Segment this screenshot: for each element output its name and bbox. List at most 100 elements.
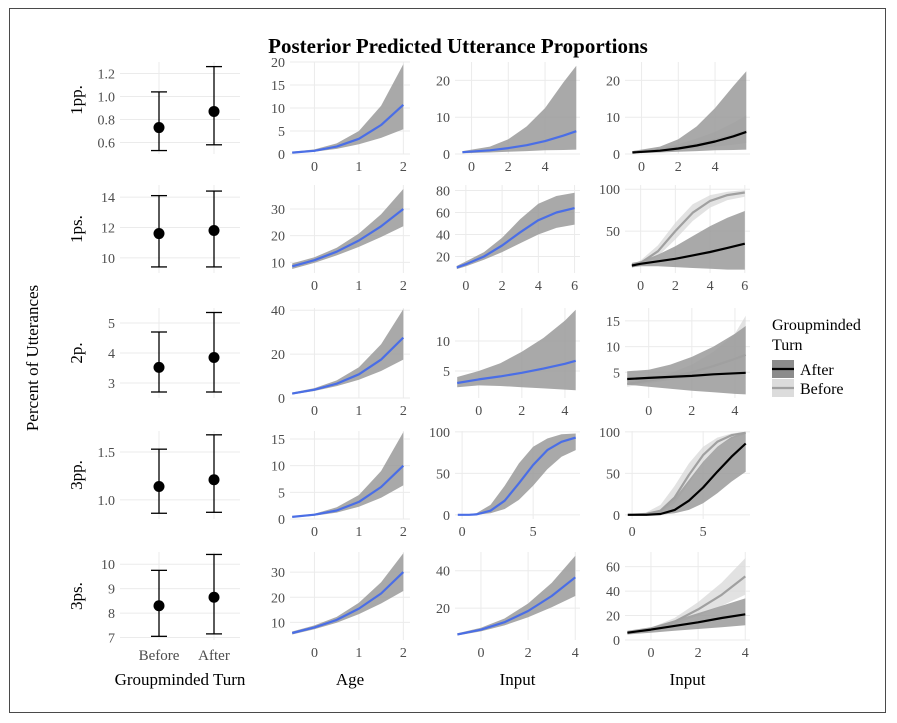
errorbar-before <box>151 331 167 393</box>
y-axis-title: Percent of Utterances <box>23 285 42 431</box>
y-tick-label: 50 <box>606 467 620 482</box>
credible-band-after <box>627 598 746 635</box>
series-line-estimate <box>456 207 575 269</box>
y-tick-label: 1.0 <box>98 91 116 106</box>
x-tick-label: 4 <box>561 404 568 419</box>
panel-3pp-col1: 0 5 10 15 0 1 2 <box>271 431 410 540</box>
panel-3pp-col2: 0 50 100 0 5 <box>429 426 580 540</box>
y-tick-label: 15 <box>271 433 285 448</box>
y-tick-label: 10 <box>606 341 620 356</box>
x-tick-label: 4 <box>707 279 714 294</box>
x-tick-label: 0 <box>477 646 484 661</box>
column-xlabel-2: Input <box>500 670 536 689</box>
x-tick-label: 4 <box>535 279 542 294</box>
column-xlabel-1: Age <box>336 670 364 689</box>
x-tick-label: 6 <box>741 279 748 294</box>
y-tick-label: 60 <box>436 207 450 222</box>
x-tick-label: 2 <box>518 404 525 419</box>
y-tick-label: 1.2 <box>98 68 116 83</box>
panel-1ps-col1: 10 20 30 0 1 2 <box>271 185 410 294</box>
x-tick-label: 0 <box>462 279 469 294</box>
y-tick-label: 5 <box>613 366 620 381</box>
x-tick-label: 5 <box>700 525 707 540</box>
credible-band-estimate <box>292 432 404 518</box>
x-tick-label: 2 <box>499 279 506 294</box>
y-tick-label: 12 <box>101 221 115 236</box>
y-tick-label: 20 <box>271 56 285 71</box>
legend-label-before: Before <box>800 381 844 398</box>
y-tick-label: 15 <box>606 315 620 330</box>
x-tick-label: 0 <box>475 404 482 419</box>
credible-band-estimate <box>292 64 404 154</box>
series-line-estimate <box>291 571 405 635</box>
y-tick-label: 0 <box>278 513 285 528</box>
point-estimate <box>153 228 165 240</box>
x-tick-label: 1 <box>355 160 362 175</box>
y-tick-label: 5 <box>278 486 285 501</box>
panel-1ps-col0: 10 12 14 <box>101 185 240 273</box>
credible-band-estimate <box>457 555 576 636</box>
errorbar-after <box>206 65 222 146</box>
x-tick-label: 0 <box>311 404 318 419</box>
row-label-1ps: 1ps. <box>67 215 86 243</box>
x-tick-label: 0 <box>311 525 318 540</box>
x-tick-label: 2 <box>400 160 407 175</box>
y-tick-label: 8 <box>108 607 115 622</box>
y-tick-label: 5 <box>443 365 450 380</box>
panel-3ps-col0: 7 8 9 10 Before After <box>101 552 240 664</box>
y-tick-label: 20 <box>271 591 285 606</box>
panel-2p-col3: 5 10 15 0 2 4 <box>606 308 750 419</box>
y-tick-label: 100 <box>429 426 450 441</box>
y-tick-label: 50 <box>606 225 620 240</box>
legend: Groupminded Turn After Before <box>772 317 861 398</box>
x-tick-label: 5 <box>530 525 537 540</box>
series-line-estimate <box>457 436 577 516</box>
column-xlabel-3: Input <box>670 670 706 689</box>
credible-band-estimate <box>292 189 404 269</box>
x-tick-label: 0 <box>311 160 318 175</box>
y-tick-label: 100 <box>599 426 620 441</box>
y-tick-label: 30 <box>271 203 285 218</box>
x-tick-label: 0 <box>311 646 318 661</box>
credible-band-estimate <box>456 192 575 270</box>
panel-2p-col1: 0 20 40 0 1 2 <box>271 304 410 419</box>
series-line-estimate <box>457 359 576 385</box>
y-tick-label: 0 <box>613 509 620 524</box>
y-tick-label: 15 <box>271 79 285 94</box>
series-line-after <box>631 242 746 267</box>
y-tick-label: 3 <box>108 377 115 392</box>
x-tick-label: 2 <box>695 646 702 661</box>
x-tick-label: 2 <box>400 279 407 294</box>
y-tick-label: 0 <box>278 392 285 407</box>
y-tick-label: 20 <box>436 602 450 617</box>
panel-2p-col0: 3 4 5 <box>108 308 240 398</box>
x-tick-label: 2 <box>400 646 407 661</box>
errorbar-after <box>206 434 222 513</box>
credible-band-after <box>627 432 746 515</box>
y-tick-label: 0 <box>443 509 450 524</box>
x-tick-label: 1 <box>355 646 362 661</box>
y-tick-label: 0 <box>613 148 620 163</box>
x-tick-label: 2 <box>675 160 682 175</box>
x-tick-label: 4 <box>742 646 749 661</box>
credible-band-estimate <box>292 309 404 395</box>
credible-band-before <box>627 431 746 515</box>
panel-grid: 1pp.1ps.2p.3pp.3ps.0.60.81.01.2051015200… <box>67 56 750 664</box>
x-tick-label: After <box>198 648 230 664</box>
point-estimate <box>153 122 165 134</box>
y-tick-label: 1.0 <box>98 494 116 509</box>
x-tick-label: 0 <box>647 646 654 661</box>
panel-3pp-col0: 1.0 1.5 <box>98 431 240 519</box>
credible-band-estimate <box>462 65 577 154</box>
y-tick-label: 30 <box>271 566 285 581</box>
y-tick-label: 10 <box>271 460 285 475</box>
y-tick-label: 10 <box>436 111 450 126</box>
point-estimate <box>208 474 220 486</box>
y-tick-label: 40 <box>436 229 450 244</box>
errorbar-before <box>151 448 167 514</box>
x-tick-label: 4 <box>712 160 719 175</box>
x-tick-label: 0 <box>629 525 636 540</box>
y-tick-label: 0.8 <box>98 114 116 129</box>
point-estimate <box>208 591 220 603</box>
y-tick-label: 20 <box>606 610 620 625</box>
